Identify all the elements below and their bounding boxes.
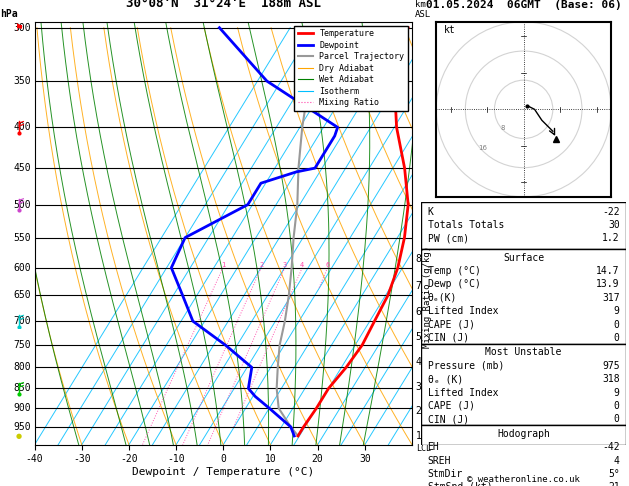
Text: 9: 9 <box>614 306 620 316</box>
Text: PW (cm): PW (cm) <box>428 233 469 243</box>
Text: Lifted Index: Lifted Index <box>428 388 498 398</box>
Text: 500: 500 <box>13 200 31 209</box>
Text: Mixing Ratio (g/kg): Mixing Ratio (g/kg) <box>423 245 432 347</box>
Text: Pressure (mb): Pressure (mb) <box>428 361 504 371</box>
Text: -22: -22 <box>602 207 620 217</box>
Text: 5: 5 <box>416 332 421 342</box>
Text: CIN (J): CIN (J) <box>428 333 469 343</box>
Bar <box>421 249 626 344</box>
Text: 2: 2 <box>416 406 421 417</box>
Text: km
ASL: km ASL <box>415 0 431 19</box>
Legend: Temperature, Dewpoint, Parcel Trajectory, Dry Adiabat, Wet Adiabat, Isotherm, Mi: Temperature, Dewpoint, Parcel Trajectory… <box>294 26 408 111</box>
Text: 14.7: 14.7 <box>596 266 620 276</box>
Bar <box>421 202 626 249</box>
Text: CIN (J): CIN (J) <box>428 414 469 424</box>
Text: 1: 1 <box>416 431 421 441</box>
Text: 8: 8 <box>416 254 421 264</box>
Text: 600: 600 <box>13 263 31 273</box>
Text: 4: 4 <box>416 357 421 367</box>
Text: 450: 450 <box>13 163 31 173</box>
Text: Totals Totals: Totals Totals <box>428 220 504 230</box>
Text: 650: 650 <box>13 291 31 300</box>
Text: 400: 400 <box>13 122 31 132</box>
Text: Lifted Index: Lifted Index <box>428 306 498 316</box>
Text: 30: 30 <box>608 220 620 230</box>
Text: 0: 0 <box>614 414 620 424</box>
Text: 30°08'N  31°24'E  188m ASL: 30°08'N 31°24'E 188m ASL <box>126 0 321 10</box>
Text: StmDir: StmDir <box>428 469 463 479</box>
Text: 350: 350 <box>13 76 31 86</box>
Text: StmSpd (kt): StmSpd (kt) <box>428 482 492 486</box>
Text: 16: 16 <box>478 145 487 151</box>
Bar <box>421 425 626 445</box>
Text: Most Unstable: Most Unstable <box>486 347 562 358</box>
Text: 2: 2 <box>259 262 264 268</box>
Text: 3: 3 <box>282 262 287 268</box>
Text: 4: 4 <box>614 456 620 466</box>
Text: 0: 0 <box>614 401 620 411</box>
Text: CAPE (J): CAPE (J) <box>428 401 474 411</box>
Text: 975: 975 <box>602 361 620 371</box>
Text: 13.9: 13.9 <box>596 279 620 290</box>
Text: kt: kt <box>443 25 455 35</box>
Text: K: K <box>428 207 433 217</box>
Bar <box>421 344 626 425</box>
Text: 0: 0 <box>614 320 620 330</box>
Text: Surface: Surface <box>503 253 544 263</box>
Text: 3: 3 <box>416 382 421 392</box>
Text: 8: 8 <box>501 125 506 131</box>
Text: ⚑: ⚑ <box>14 23 23 33</box>
Text: 5°: 5° <box>608 469 620 479</box>
Text: 900: 900 <box>13 403 31 413</box>
Text: θₑ (K): θₑ (K) <box>428 374 463 384</box>
Text: 300: 300 <box>13 23 31 33</box>
Text: Temp (°C): Temp (°C) <box>428 266 481 276</box>
Text: hPa: hPa <box>1 9 18 19</box>
Text: © weatheronline.co.uk: © weatheronline.co.uk <box>467 474 580 484</box>
Text: 7: 7 <box>416 281 421 291</box>
Text: Hodograph: Hodograph <box>497 429 550 439</box>
Text: 6: 6 <box>416 307 421 316</box>
Text: 21: 21 <box>608 482 620 486</box>
X-axis label: Dewpoint / Temperature (°C): Dewpoint / Temperature (°C) <box>132 467 314 477</box>
Text: 317: 317 <box>602 293 620 303</box>
Text: 850: 850 <box>13 383 31 393</box>
Text: θₑ(K): θₑ(K) <box>428 293 457 303</box>
Text: 318: 318 <box>602 374 620 384</box>
Text: SREH: SREH <box>428 456 451 466</box>
Text: 950: 950 <box>13 422 31 432</box>
Text: 01.05.2024  06GMT  (Base: 06): 01.05.2024 06GMT (Base: 06) <box>426 0 621 10</box>
Text: LCL: LCL <box>416 444 431 452</box>
Text: CAPE (J): CAPE (J) <box>428 320 474 330</box>
Text: 0: 0 <box>614 333 620 343</box>
Text: 750: 750 <box>13 340 31 350</box>
Text: EH: EH <box>428 442 439 452</box>
Text: 4: 4 <box>300 262 304 268</box>
Text: -42: -42 <box>602 442 620 452</box>
Text: 9: 9 <box>614 388 620 398</box>
Text: Dewp (°C): Dewp (°C) <box>428 279 481 290</box>
Text: 800: 800 <box>13 363 31 372</box>
Text: 6: 6 <box>325 262 330 268</box>
Text: 1.2: 1.2 <box>602 233 620 243</box>
Text: 550: 550 <box>13 233 31 243</box>
Text: 1: 1 <box>221 262 225 268</box>
Text: 700: 700 <box>13 316 31 326</box>
Text: ●: ● <box>16 433 22 439</box>
